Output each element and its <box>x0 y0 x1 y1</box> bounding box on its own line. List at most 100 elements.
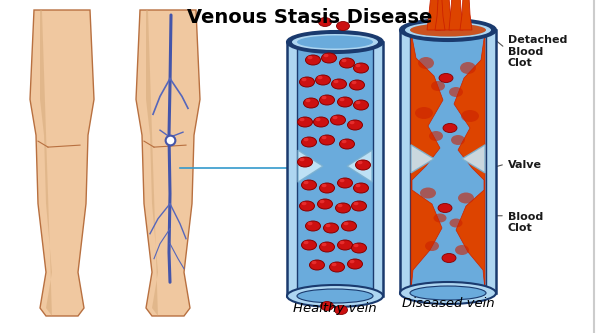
Ellipse shape <box>349 260 355 263</box>
Ellipse shape <box>304 138 308 141</box>
Ellipse shape <box>310 260 325 270</box>
Ellipse shape <box>320 95 335 105</box>
Polygon shape <box>436 0 452 30</box>
Polygon shape <box>435 0 445 30</box>
Text: Detached
Blood
Clot: Detached Blood Clot <box>508 35 568 68</box>
Ellipse shape <box>337 204 343 207</box>
Ellipse shape <box>329 262 344 272</box>
Text: Valve: Valve <box>508 160 542 170</box>
Ellipse shape <box>335 203 350 213</box>
Ellipse shape <box>311 261 317 264</box>
Ellipse shape <box>302 137 317 147</box>
Ellipse shape <box>355 64 361 67</box>
Ellipse shape <box>325 224 331 227</box>
Ellipse shape <box>331 115 346 125</box>
Ellipse shape <box>410 24 486 37</box>
Ellipse shape <box>405 22 491 38</box>
Ellipse shape <box>340 98 344 101</box>
Ellipse shape <box>400 282 496 304</box>
Ellipse shape <box>331 79 347 89</box>
Ellipse shape <box>305 99 311 102</box>
Polygon shape <box>462 145 485 173</box>
Ellipse shape <box>337 22 349 31</box>
Ellipse shape <box>341 221 356 231</box>
Ellipse shape <box>304 241 308 244</box>
Ellipse shape <box>322 96 326 99</box>
Ellipse shape <box>308 222 313 225</box>
Bar <box>287 42 297 296</box>
Ellipse shape <box>320 301 334 310</box>
Ellipse shape <box>410 24 486 37</box>
Text: Healthy vein: Healthy vein <box>293 302 377 315</box>
Ellipse shape <box>349 121 355 124</box>
Ellipse shape <box>429 131 443 141</box>
Ellipse shape <box>340 179 344 182</box>
Ellipse shape <box>317 76 323 79</box>
Bar <box>373 42 383 296</box>
Ellipse shape <box>322 243 326 246</box>
Ellipse shape <box>458 192 474 203</box>
Ellipse shape <box>287 31 383 53</box>
Ellipse shape <box>335 305 347 314</box>
Text: Diseased vein: Diseased vein <box>401 297 494 310</box>
Polygon shape <box>460 0 472 30</box>
Ellipse shape <box>340 58 355 68</box>
Ellipse shape <box>418 57 434 69</box>
Ellipse shape <box>442 253 456 262</box>
Ellipse shape <box>323 54 329 57</box>
Ellipse shape <box>449 87 463 97</box>
Ellipse shape <box>431 81 445 91</box>
Ellipse shape <box>352 243 367 253</box>
Bar <box>410 30 486 293</box>
Ellipse shape <box>322 53 337 63</box>
Ellipse shape <box>320 135 335 145</box>
Ellipse shape <box>355 184 361 187</box>
Text: Venous Stasis Disease: Venous Stasis Disease <box>187 8 433 27</box>
Ellipse shape <box>298 157 313 167</box>
Ellipse shape <box>337 97 353 107</box>
Ellipse shape <box>322 184 326 187</box>
Polygon shape <box>411 145 434 173</box>
Bar <box>297 42 373 296</box>
Ellipse shape <box>461 110 479 122</box>
Ellipse shape <box>297 289 373 303</box>
Bar <box>486 30 496 293</box>
Ellipse shape <box>320 200 325 203</box>
Polygon shape <box>298 150 323 182</box>
Ellipse shape <box>316 118 320 121</box>
Ellipse shape <box>449 218 463 227</box>
Ellipse shape <box>302 180 317 190</box>
Ellipse shape <box>298 117 313 127</box>
Ellipse shape <box>341 140 347 143</box>
Ellipse shape <box>322 136 326 139</box>
Text: Blood
Clot: Blood Clot <box>508 212 543 233</box>
Ellipse shape <box>353 63 368 73</box>
Ellipse shape <box>334 80 338 83</box>
Ellipse shape <box>347 120 362 130</box>
Ellipse shape <box>319 18 331 27</box>
Ellipse shape <box>331 263 337 266</box>
Ellipse shape <box>443 124 457 133</box>
Ellipse shape <box>439 74 453 83</box>
Polygon shape <box>449 0 463 30</box>
Ellipse shape <box>305 55 320 65</box>
Ellipse shape <box>308 56 313 59</box>
Ellipse shape <box>287 285 383 307</box>
Polygon shape <box>40 10 52 316</box>
Ellipse shape <box>410 286 486 300</box>
Polygon shape <box>427 0 441 30</box>
Ellipse shape <box>304 98 319 108</box>
Ellipse shape <box>415 107 433 119</box>
Ellipse shape <box>400 19 496 41</box>
Ellipse shape <box>299 158 305 161</box>
Ellipse shape <box>292 34 378 50</box>
Ellipse shape <box>316 75 331 85</box>
Ellipse shape <box>302 78 307 81</box>
Ellipse shape <box>455 245 469 255</box>
Ellipse shape <box>302 202 307 205</box>
Polygon shape <box>146 10 158 316</box>
Ellipse shape <box>299 118 305 121</box>
Polygon shape <box>136 10 200 316</box>
Ellipse shape <box>343 222 349 225</box>
Ellipse shape <box>433 213 446 222</box>
